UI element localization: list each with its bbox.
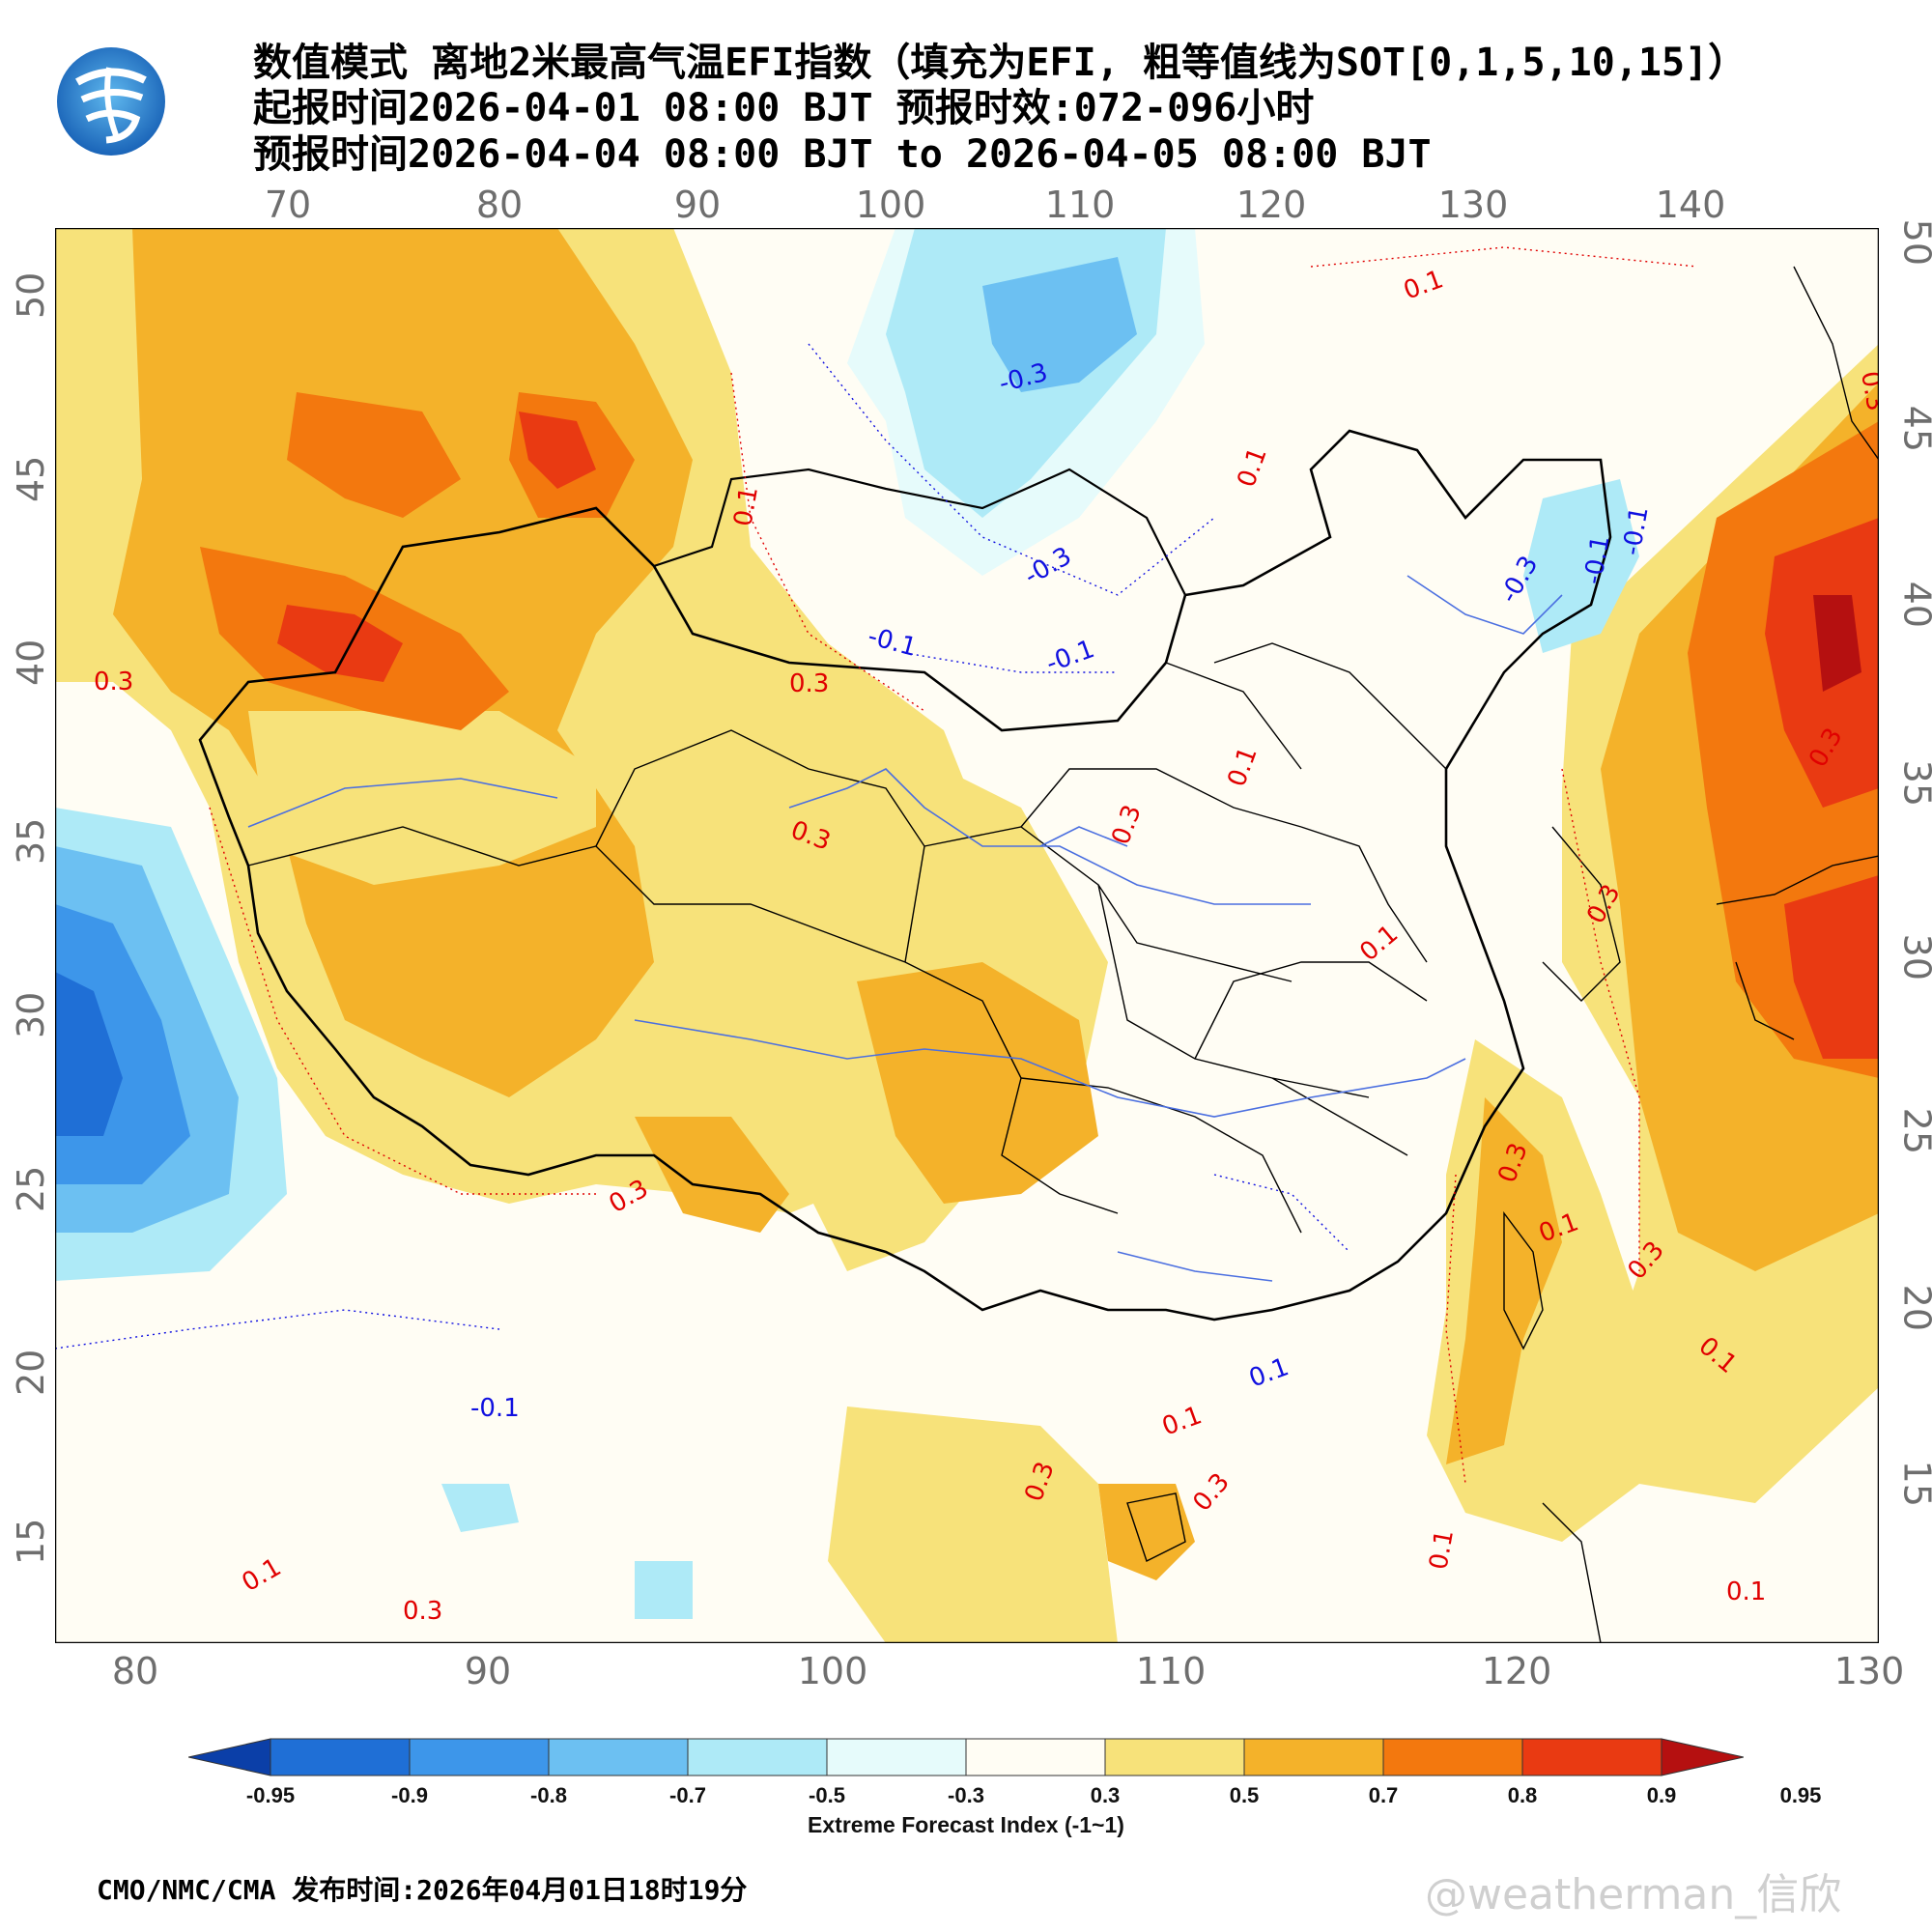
contour-label: -0.1	[470, 1394, 520, 1423]
colorbar-cell	[409, 1738, 550, 1776]
china-border	[198, 429, 1612, 1321]
lon-bottom-label: 120	[1481, 1650, 1552, 1692]
contour-label: 0.1	[728, 484, 764, 528]
efi-region-tarim-yellow	[248, 711, 596, 885]
efi-region-indochina-yellow	[828, 1406, 1118, 1643]
lon-top-label: 110	[1044, 184, 1116, 226]
colorbar-tick-label: 0.3	[1090, 1783, 1121, 1807]
rivers	[247, 575, 1563, 1282]
colorbar-tick-label: -0.95	[245, 1783, 296, 1807]
coastlines	[1126, 266, 1879, 1643]
colorbar-tick-label: 0.8	[1507, 1783, 1538, 1807]
issuer-footer: CMO/NMC/CMA 发布时间:2026年04月01日18时19分	[97, 1874, 748, 1906]
colorbar-tick-label: 0.5	[1229, 1783, 1260, 1807]
colorbar-cell	[1243, 1738, 1384, 1776]
lat-right-label: 20	[1895, 1284, 1932, 1331]
contour-label: 0.3	[789, 669, 829, 698]
title-line-2: 起报时间2026-04-01 08:00 BJT 预报时效:072-096小时	[253, 86, 1315, 130]
lat-left-label: 45	[10, 455, 52, 502]
colorbar-tick-label: -0.5	[809, 1783, 845, 1807]
lon-top-label: 130	[1437, 184, 1509, 226]
contour-label: 0.3	[403, 1597, 442, 1626]
efi-region-mongolia-blue2	[982, 257, 1137, 392]
colorbar-cell	[188, 1738, 271, 1776]
colorbar-tick-label: -0.7	[669, 1783, 706, 1807]
lat-right-label: 35	[1895, 759, 1932, 807]
efi-region-northeast-lightblue	[1523, 479, 1639, 653]
contour-label: 0.1	[1726, 1577, 1766, 1606]
efi-region-japan-darkred	[1813, 595, 1861, 692]
lon-top-label: 100	[855, 184, 926, 226]
lon-top-label: 120	[1236, 184, 1307, 226]
colorbar-caption: Extreme Forecast Index (-1~1)	[808, 1812, 1124, 1837]
efi-region-sichuan-orange	[857, 962, 1098, 1204]
title-line-3: 预报时间2026-04-04 08:00 BJT to 2026-04-05 0…	[253, 132, 1432, 177]
colorbar-cell	[1382, 1738, 1523, 1776]
colorbar-tick-label: 0.9	[1646, 1783, 1677, 1807]
cma-logo	[57, 47, 165, 156]
colorbar-tick-label: 0.95	[1779, 1783, 1822, 1807]
lat-right-label: 45	[1895, 405, 1932, 452]
lat-right-label: 15	[1895, 1460, 1932, 1507]
colorbar-cell	[548, 1738, 689, 1776]
lat-left-label: 50	[10, 271, 52, 319]
lat-left-label: 20	[10, 1349, 52, 1396]
lat-left-label: 25	[10, 1165, 52, 1212]
colorbar-tick-label: -0.3	[948, 1783, 984, 1807]
lat-right-label: 50	[1895, 218, 1932, 266]
efi-region-west-deepblue	[55, 972, 123, 1136]
lon-bottom-label: 110	[1135, 1650, 1207, 1692]
title-line-1: 数值模式 离地2米最高气温EFI指数（填充为EFI, 粗等值线为SOT[0,1,…	[253, 41, 1747, 85]
colorbar-cell	[1521, 1738, 1662, 1776]
efi-region-yunnan-orange	[635, 1117, 789, 1233]
lon-top-label: 140	[1655, 184, 1726, 226]
contour-label: 0.3	[94, 668, 133, 696]
colorbar-cell	[826, 1738, 967, 1776]
colorbar-cell	[687, 1738, 828, 1776]
colorbar-tick-label: -0.8	[530, 1783, 567, 1807]
efi-region-bengal-lightblue	[441, 1484, 693, 1619]
lon-top-label: 80	[475, 184, 524, 226]
colorbar	[188, 1738, 1744, 1776]
efi-map: 0.1 0.1 0.3 0.3 0.3 0.3 0.1 0.1 0.3 0.3 …	[55, 228, 1879, 1643]
province-borders	[247, 642, 1447, 1234]
colorbar-cell	[1104, 1738, 1245, 1776]
watermark: @weatherman_信欣	[1425, 1870, 1842, 1919]
mongolia-border	[653, 468, 1186, 596]
negative-contours	[55, 343, 1350, 1350]
contour-label: 0.1	[1424, 1527, 1460, 1572]
lat-left-label: 40	[10, 639, 52, 686]
lon-bottom-label: 100	[797, 1650, 868, 1692]
positive-contours	[209, 246, 1698, 1485]
lon-top-label: 90	[673, 184, 722, 226]
colorbar-cell	[270, 1738, 411, 1776]
efi-region-kazakh-red	[277, 412, 596, 682]
colorbar-cell	[965, 1738, 1106, 1776]
lon-bottom-label: 90	[464, 1650, 512, 1692]
colorbar-cell	[1661, 1738, 1744, 1776]
lat-right-label: 25	[1895, 1107, 1932, 1154]
lon-top-label: 70	[264, 184, 312, 226]
lon-bottom-label: 80	[111, 1650, 159, 1692]
colorbar-tick-label: 0.7	[1368, 1783, 1399, 1807]
lat-left-label: 15	[10, 1518, 52, 1565]
colorbar-tick-label: -0.9	[391, 1783, 428, 1807]
lat-left-label: 35	[10, 817, 52, 865]
lat-right-label: 30	[1895, 933, 1932, 980]
lon-bottom-label: 130	[1833, 1650, 1905, 1692]
lat-left-label: 30	[10, 991, 52, 1038]
efi-region-hainan-orange	[1098, 1484, 1195, 1580]
lat-right-label: 40	[1895, 581, 1932, 628]
